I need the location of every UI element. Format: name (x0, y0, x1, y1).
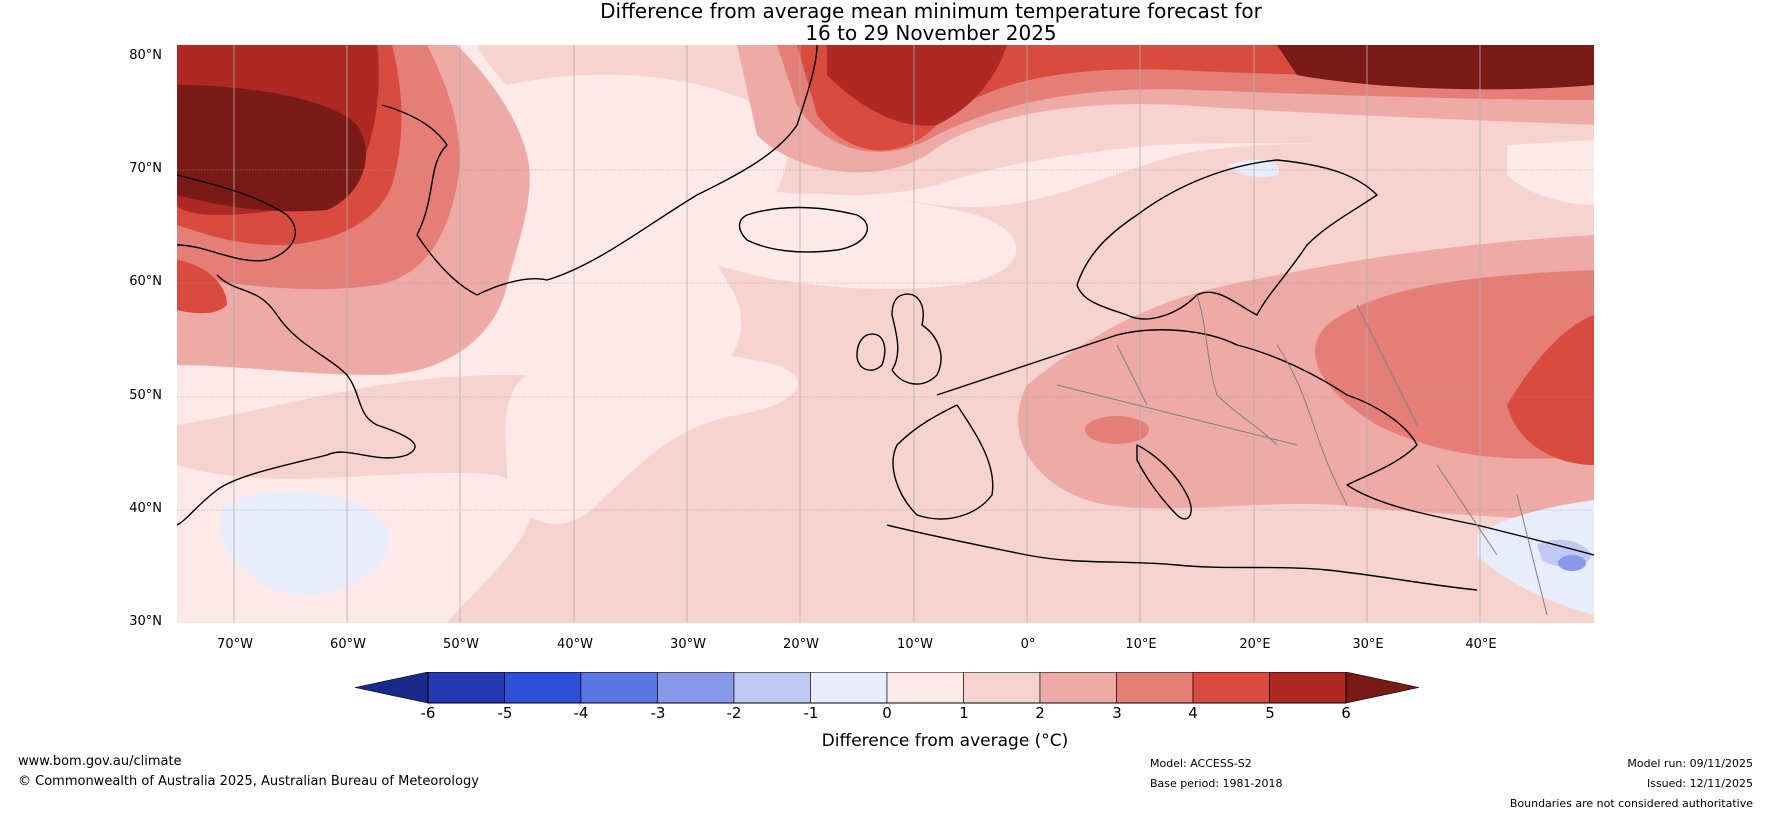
colorbar-bin (963, 672, 1041, 704)
meridians (233, 45, 1481, 623)
lon-label-30e: 30°E (1352, 637, 1384, 652)
lat-label-60n: 60°N (129, 274, 162, 289)
colorbar-bin (1269, 672, 1347, 704)
colorbar-bin (657, 672, 735, 704)
colorbar-bins (355, 672, 1419, 704)
colorbar-bin (580, 672, 658, 704)
anomaly-patch-pale-barents (1507, 140, 1594, 205)
lon-label-10e: 10°E (1125, 637, 1157, 652)
model-name: Model: ACCESS-S2 (1150, 757, 1252, 770)
lon-label-20e: 20°E (1239, 637, 1271, 652)
lat-label-40n: 40°N (129, 501, 162, 516)
colorbar-tick: 6 (1341, 704, 1351, 722)
anomaly-patch-cool-norway (1227, 159, 1279, 177)
website-url[interactable]: www.bom.gov.au/climate (18, 754, 182, 769)
colorbar-bin (733, 672, 811, 704)
national-boundaries (1056, 294, 1548, 616)
colorbar-bin (1116, 672, 1194, 704)
anomaly-patch-cool-middle-east (1477, 500, 1594, 615)
colorbar-tick: 5 (1265, 704, 1275, 722)
base-period: Base period: 1981-2018 (1150, 777, 1283, 790)
colorbar-bin (1345, 672, 1419, 704)
model-run-date: Model run: 09/11/2025 (1627, 757, 1753, 770)
colorbar-tick: -3 (650, 704, 666, 722)
colorbar-tick: 3 (1112, 704, 1122, 722)
colorbar-tick: 1 (959, 704, 969, 722)
colorbar-tick: 4 (1188, 704, 1198, 722)
colorbar-bin (886, 672, 964, 704)
anomaly-band-over-6-baffin (177, 85, 366, 212)
anomaly-patch-alps (1085, 416, 1149, 444)
lon-label-40e: 40°E (1465, 637, 1497, 652)
lon-label-30w: 30°W (670, 637, 706, 652)
anomaly-band-4-5-russia (1507, 315, 1594, 465)
lon-label-40w: 40°W (557, 637, 593, 652)
graticule (177, 169, 1594, 511)
lon-label-10w: 10°W (897, 637, 933, 652)
anomaly-patch-pale-mid-atlantic (505, 351, 798, 524)
colorbar-bin (427, 672, 505, 704)
temperature-anomaly-map (177, 45, 1594, 623)
lat-label-50n: 50°N (129, 388, 162, 403)
copyright-notice: © Commonwealth of Australia 2025, Austra… (18, 774, 479, 789)
colorbar-bin (1039, 672, 1117, 704)
lat-label-80n: 80°N (129, 48, 162, 63)
lon-label-0: 0° (1020, 637, 1036, 652)
lat-label-30n: 30°N (129, 614, 162, 629)
colorbar-outline (427, 672, 1347, 704)
map-svg (177, 45, 1594, 623)
lon-label-60w: 60°W (330, 637, 366, 652)
lat-label-70n: 70°N (129, 161, 162, 176)
colorbar-bin (504, 672, 582, 704)
lon-label-20w: 20°W (783, 637, 819, 652)
colorbar-bin (1192, 672, 1270, 704)
anomaly-band-5-6-greenland (827, 45, 1007, 126)
colorbar-tick: -5 (497, 704, 513, 722)
boundaries-disclaimer: Boundaries are not considered authoritat… (1509, 797, 1753, 810)
colorbar-tick: 2 (1035, 704, 1045, 722)
anomaly-patch-pale-iceland (694, 194, 1017, 289)
colorbar (355, 672, 1419, 704)
colorbar-bin (355, 672, 429, 704)
anomaly-patch-labrador-coast (177, 260, 227, 314)
coastlines (177, 45, 1594, 591)
anomaly-patch-coldest (1558, 555, 1586, 571)
lon-label-50w: 50°W (443, 637, 479, 652)
anomaly-band-over-6-svalbard (1277, 45, 1594, 90)
colorbar-tick: -4 (573, 704, 589, 722)
colorbar-tick: -2 (726, 704, 742, 722)
colorbar-label: Difference from average (°C) (821, 731, 1069, 751)
colorbar-tick: -1 (803, 704, 819, 722)
colorbar-tick: -6 (420, 704, 436, 722)
map-title: Difference from average mean minimum tem… (600, 0, 1262, 23)
colorbar-tick: 0 (882, 704, 892, 722)
colorbar-bin (810, 672, 888, 704)
issued-date: Issued: 12/11/2025 (1646, 777, 1753, 790)
map-subtitle-dates: 16 to 29 November 2025 (805, 21, 1057, 45)
lon-label-70w: 70°W (217, 637, 253, 652)
